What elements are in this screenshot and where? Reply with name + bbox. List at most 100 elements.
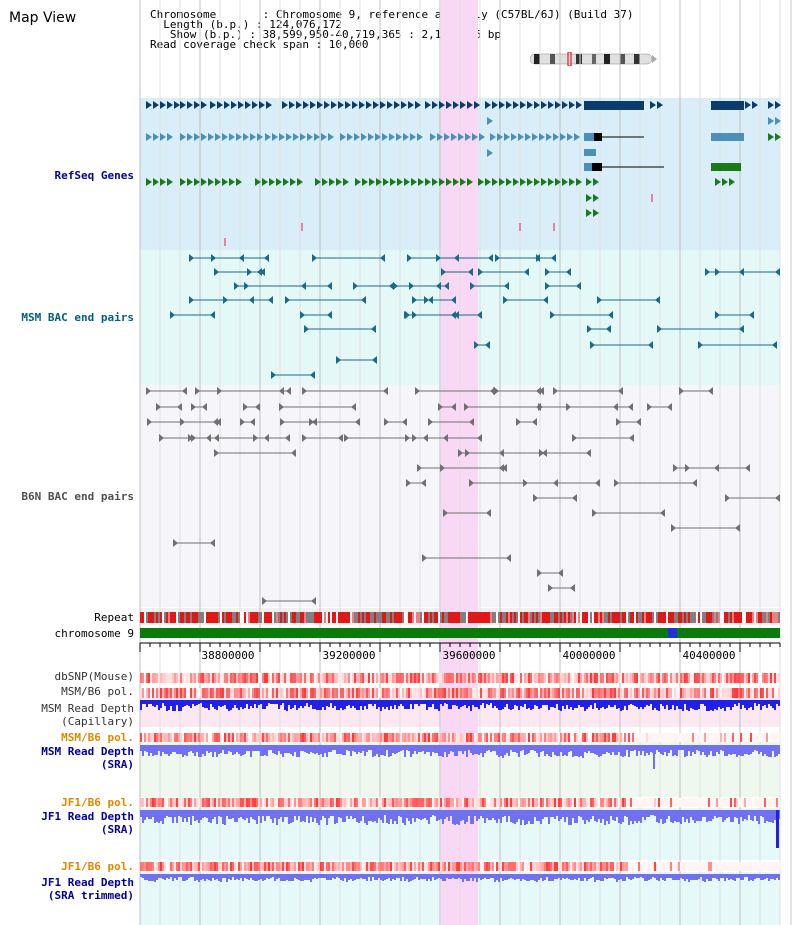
polymorphism-mark	[380, 862, 382, 871]
polymorphism-mark	[436, 673, 438, 683]
read-depth-bar	[558, 810, 560, 821]
polymorphism-mark	[632, 688, 634, 698]
read-depth-bar	[296, 700, 298, 710]
polymorphism-mark	[326, 862, 328, 871]
msm-bac-pair	[428, 296, 433, 304]
polymorphism-mark	[400, 798, 402, 807]
read-depth-bar	[596, 874, 598, 880]
polymorphism-mark	[592, 688, 594, 698]
polymorphism-mark	[544, 862, 546, 871]
read-depth-bar	[656, 745, 658, 750]
polymorphism-mark	[448, 862, 450, 871]
polymorphism-mark	[562, 862, 564, 871]
polymorphism-mark	[700, 798, 702, 807]
polymorphism-mark	[698, 862, 700, 871]
read-depth-bar	[360, 745, 362, 753]
polymorphism-mark	[232, 688, 234, 698]
gene-feature	[745, 101, 751, 109]
msm-bac-pair	[264, 254, 269, 262]
polymorphism-mark	[220, 862, 222, 871]
read-depth-bar	[666, 810, 668, 819]
read-depth-bar	[338, 745, 340, 754]
polymorphism-mark	[628, 798, 630, 807]
polymorphism-mark	[146, 733, 148, 742]
polymorphism-mark	[562, 673, 564, 683]
read-depth-bar	[732, 700, 734, 707]
polymorphism-mark	[580, 733, 582, 742]
read-depth-bar	[576, 745, 578, 756]
polymorphism-mark	[166, 688, 168, 698]
jf1-depth-sra-label-2: (SRA)	[100, 823, 134, 836]
read-depth-bar	[308, 745, 310, 754]
read-depth-bar	[220, 874, 222, 882]
polymorphism-mark	[422, 862, 424, 871]
read-depth-bar	[390, 810, 392, 819]
polymorphism-mark	[534, 798, 536, 807]
read-depth-bar	[350, 874, 352, 879]
msm-bac-pair	[389, 282, 394, 290]
polymorphism-mark	[154, 862, 156, 871]
polymorphism-mark	[574, 798, 576, 807]
polymorphism-mark	[656, 673, 658, 683]
chromosome-ideogram[interactable]	[530, 52, 658, 66]
read-depth-bar	[302, 700, 304, 708]
read-depth-bar	[424, 874, 426, 879]
read-depth-bar	[258, 810, 260, 816]
polymorphism-mark	[708, 798, 710, 807]
polymorphism-mark	[522, 673, 524, 683]
read-depth-bar	[448, 810, 450, 821]
read-depth-bar	[262, 745, 264, 756]
msm-bac-track-label[interactable]: MSM BAC end pairs	[21, 311, 134, 324]
polymorphism-mark	[474, 673, 476, 683]
read-depth-bar	[156, 700, 158, 705]
msm-bac-pair	[444, 282, 449, 290]
b6n-bac-track-label[interactable]: B6N BAC end pairs	[21, 490, 134, 503]
gene-feature	[289, 101, 295, 109]
read-depth-bar	[216, 700, 218, 710]
read-depth-bar	[722, 745, 724, 751]
polymorphism-mark	[656, 862, 658, 871]
read-depth-bar	[360, 700, 362, 706]
repeat-mark	[256, 612, 258, 623]
read-depth-bar	[242, 700, 244, 709]
repeat-mark	[532, 612, 534, 623]
polymorphism-mark	[696, 733, 698, 742]
polymorphism-mark	[220, 733, 222, 742]
polymorphism-mark	[626, 798, 628, 807]
polymorphism-mark	[222, 798, 224, 807]
b6n-bac-pair	[156, 403, 161, 411]
read-depth-bar	[666, 745, 668, 756]
read-depth-bar	[382, 700, 384, 707]
polymorphism-mark	[614, 798, 616, 807]
read-depth-bar	[288, 745, 290, 753]
polymorphism-mark	[694, 862, 696, 871]
repeat-mark	[688, 612, 690, 623]
polymorphism-mark	[660, 733, 662, 742]
read-depth-bar	[460, 810, 462, 821]
read-depth-bar	[524, 745, 526, 755]
read-depth-bar	[222, 700, 224, 706]
gene-feature	[729, 178, 735, 186]
read-depth-bar	[152, 874, 154, 881]
polymorphism-mark	[334, 688, 336, 698]
gene-feature	[553, 223, 555, 231]
read-depth-bar	[150, 700, 152, 704]
refseq-track-label[interactable]: RefSeq Genes	[54, 169, 134, 182]
polymorphism-mark	[452, 733, 454, 742]
polymorphism-mark	[476, 673, 478, 683]
polymorphism-mark	[212, 733, 214, 742]
repeat-mark	[602, 612, 604, 623]
read-depth-bar	[724, 745, 726, 756]
gene-feature	[485, 178, 491, 186]
polymorphism-mark	[644, 733, 646, 742]
polymorphism-mark	[702, 733, 704, 742]
repeat-mark	[480, 612, 482, 623]
polymorphism-mark	[620, 688, 622, 698]
read-depth-bar	[708, 874, 710, 881]
polymorphism-mark	[392, 673, 394, 683]
gene-feature	[487, 149, 493, 157]
polymorphism-mark	[176, 862, 178, 871]
read-depth-bar	[534, 810, 536, 817]
polymorphism-mark	[154, 673, 156, 683]
